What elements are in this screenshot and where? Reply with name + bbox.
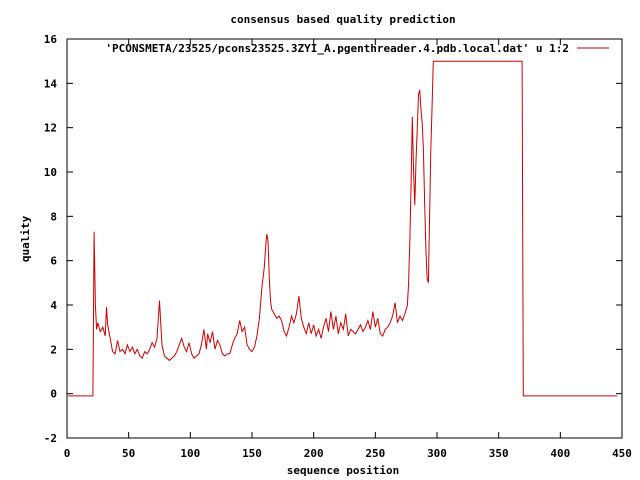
- y-axis-label: quality: [19, 215, 32, 262]
- series-line: [68, 60, 618, 397]
- y-tick-label: 2: [50, 343, 57, 356]
- legend: 'PCONSMETA/23525/pcons23525.3ZYI_A.pgent…: [105, 42, 609, 55]
- chart-title: consensus based quality prediction: [230, 13, 455, 26]
- x-tick-label: 450: [612, 447, 632, 460]
- x-tick-label: 200: [304, 447, 324, 460]
- y-tick-label: 14: [44, 77, 58, 90]
- y-tick-label: -2: [44, 432, 57, 445]
- y-tick-label: 16: [44, 33, 58, 46]
- plot-frame: [66, 38, 623, 439]
- y-tick-label: 8: [50, 210, 57, 223]
- y-tick-label: 0: [50, 388, 57, 401]
- y-tick-label: 12: [44, 122, 57, 135]
- x-axis-label: sequence position: [287, 464, 400, 477]
- y-tick-label: 10: [44, 166, 57, 179]
- x-tick-label: 250: [365, 447, 385, 460]
- x-tick-label: 150: [242, 447, 262, 460]
- axis-ticks: 0 50 100 150 200 250 300 350 400 450 -2 0 2 4 6 8 10 12 14…: [44, 33, 632, 460]
- x-tick-label: 300: [427, 447, 447, 460]
- y-tick-label: 6: [50, 255, 57, 268]
- x-tick-label: 350: [489, 447, 509, 460]
- y-tick-label: 4: [50, 299, 57, 312]
- x-tick-label: 50: [122, 447, 135, 460]
- x-tick-label: 400: [550, 447, 570, 460]
- x-tick-label: 0: [64, 447, 71, 460]
- x-tick-label: 100: [180, 447, 200, 460]
- legend-label: 'PCONSMETA/23525/pcons23525.3ZYI_A.pgent…: [105, 42, 569, 55]
